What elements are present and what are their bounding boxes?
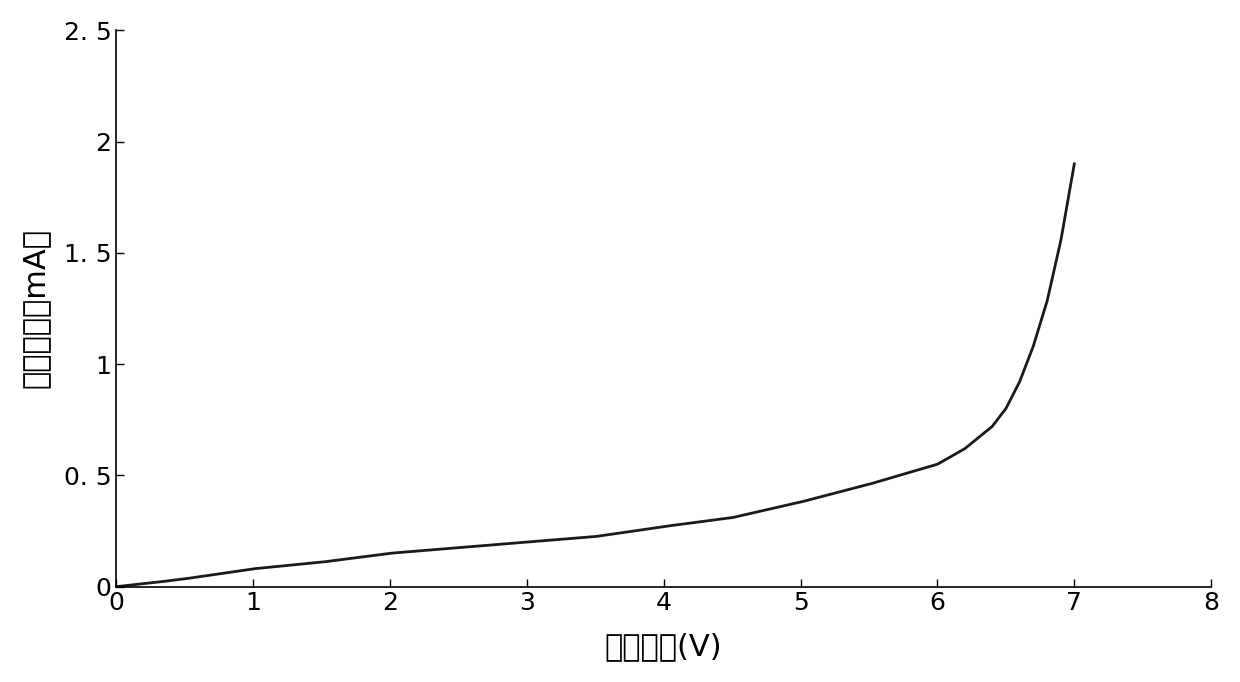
- Y-axis label: 漏极电流（mA）: 漏极电流（mA）: [21, 228, 50, 389]
- X-axis label: 漏极电压(V): 漏极电压(V): [605, 632, 723, 661]
